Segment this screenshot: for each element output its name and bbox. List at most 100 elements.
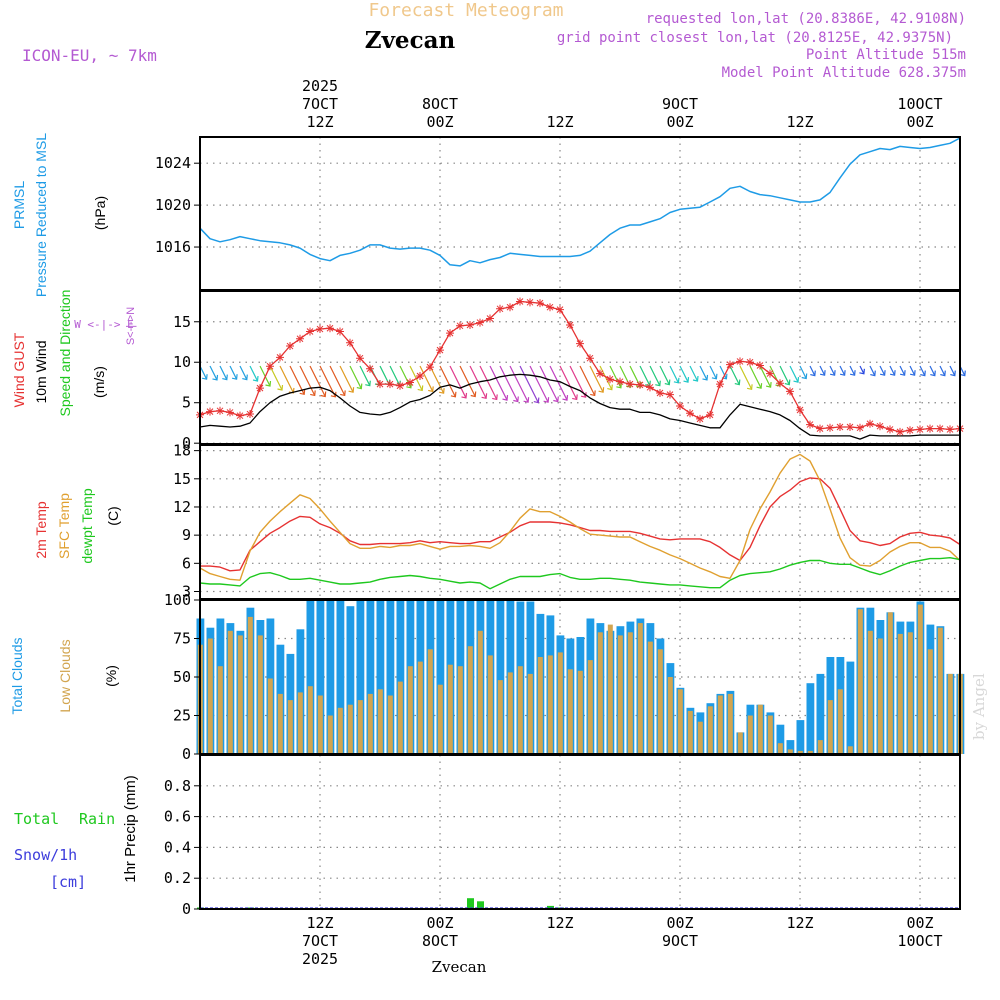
pressure-ylabel-2: Pressure Reduced to MSL	[33, 133, 49, 297]
wind-direction-arrowhead	[598, 387, 605, 393]
low-cloud-bar	[877, 638, 883, 754]
wind-gust-marker	[866, 419, 874, 428]
total-cloud-bar	[796, 720, 805, 754]
precip-label-snow: Snow/1h	[14, 846, 77, 864]
wind-direction-arrow	[649, 365, 661, 386]
wind-direction-arrowhead	[201, 374, 208, 380]
top-time-label: 12Z	[306, 113, 333, 131]
top-time-label: 2025	[302, 77, 338, 95]
wind-direction-arrowhead	[406, 382, 412, 389]
wind-direction-arrowhead	[580, 392, 587, 398]
pressure-units: (hPa)	[92, 196, 108, 230]
wind-direction-arrow	[589, 365, 604, 393]
low-cloud-bar	[737, 732, 743, 754]
wind-direction-arrow	[499, 365, 519, 402]
wind-gust-marker	[856, 423, 864, 432]
wind-gust-marker	[726, 360, 734, 369]
wind-gust-marker	[686, 409, 694, 418]
wind-direction-arrowhead	[481, 393, 488, 400]
low-cloud-bar	[597, 632, 603, 754]
low-cloud-bar	[367, 693, 373, 754]
low-cloud-bar	[437, 684, 443, 754]
temp-line-2	[199, 557, 961, 590]
wind-gust-marker	[876, 422, 884, 431]
wind-gust-marker	[586, 354, 594, 363]
low-cloud-bar	[617, 635, 623, 754]
wind-direction-arrowhead	[793, 377, 800, 383]
low-cloud-bar	[817, 740, 823, 754]
wind-direction-arrowhead	[950, 370, 956, 377]
wind-gust-marker	[256, 384, 264, 393]
low-cloud-bar	[477, 630, 483, 754]
wind-gust-marker	[836, 423, 844, 431]
total-cloud-bar	[786, 740, 795, 754]
low-cloud-bar	[637, 623, 643, 754]
wind-direction-arrow	[319, 365, 336, 398]
wind-gust-marker	[896, 427, 904, 436]
wind-gust-marker	[946, 425, 954, 434]
precip-ytick-label: 0.2	[164, 869, 191, 887]
wind-gust-marker	[716, 380, 724, 389]
low-cloud-bar	[327, 715, 333, 754]
wind-gust-marker	[216, 406, 224, 415]
top-time-label: 12Z	[786, 113, 813, 131]
temp-ylabel-dew: dewpt Temp	[79, 488, 95, 563]
wind-direction-arrowhead	[533, 397, 540, 404]
wind-gust-marker	[646, 383, 654, 392]
wind-direction-arrow	[389, 365, 401, 386]
low-cloud-bar	[497, 680, 503, 754]
wind-direction-arrow	[519, 365, 539, 403]
wind-direction-arrowhead	[940, 370, 946, 377]
precip-bar	[477, 901, 484, 909]
wind-direction-arrow	[429, 365, 445, 394]
bottom-time-label: 10OCT	[897, 932, 942, 950]
total-cloud-bar	[436, 600, 445, 754]
wind-direction-arrowhead	[819, 370, 826, 376]
temperature-ytick-label: 18	[173, 442, 191, 460]
wind-gust-marker	[846, 423, 854, 431]
pressure-frame	[199, 136, 961, 291]
wind-direction-arrow	[269, 365, 283, 391]
top-time-label: 00Z	[426, 113, 453, 131]
wind-direction-arrowhead	[553, 396, 559, 403]
low-cloud-bar	[797, 750, 803, 754]
low-cloud-bar	[807, 750, 813, 754]
low-cloud-bar	[577, 670, 583, 754]
wind-direction-arrow	[749, 365, 762, 389]
wind-direction-arrowhead	[212, 374, 219, 381]
wind-direction-arrowhead	[655, 380, 661, 387]
temperature-ytick-label: 6	[182, 554, 191, 572]
temp-line-1	[199, 453, 961, 581]
low-cloud-bar	[687, 710, 693, 754]
low-cloud-bar	[917, 604, 923, 754]
low-cloud-bar	[317, 695, 323, 754]
precip-ytick-label: 0	[182, 900, 191, 918]
frame-layer	[194, 136, 961, 910]
low-cloud-bar	[517, 666, 523, 754]
wind-direction-arrowhead	[450, 391, 457, 398]
low-cloud-bar	[457, 666, 463, 754]
wind-gust-marker	[246, 410, 254, 419]
wind-gust-marker	[476, 318, 484, 327]
wind-direction-arrowhead	[607, 384, 613, 391]
total-cloud-bar	[326, 600, 335, 754]
wind-direction-arrow	[359, 365, 371, 386]
wind-direction-arrow	[829, 365, 836, 376]
low-cloud-bar	[547, 655, 553, 754]
wind-gust-marker	[556, 305, 564, 314]
precip-label-cm: [cm]	[50, 873, 86, 891]
wind-gust-marker	[506, 303, 514, 312]
chart-title: Forecast Meteogram	[368, 0, 563, 21]
cloud-ylabel-low: Low Clouds	[57, 639, 73, 712]
wind-gust-marker	[296, 334, 304, 343]
total-cloud-bar	[336, 600, 345, 754]
low-cloud-bar	[277, 693, 283, 754]
wind-direction-arrow	[279, 365, 294, 394]
wind-direction-arrowhead	[310, 390, 316, 397]
wind-direction-arrowhead	[616, 382, 622, 389]
wind-direction-arrowhead	[784, 379, 791, 386]
wind-direction-arrow	[229, 365, 238, 380]
low-cloud-bar	[377, 689, 383, 754]
wind-gust-marker	[596, 369, 604, 378]
wind-direction-arrowhead	[356, 383, 363, 390]
